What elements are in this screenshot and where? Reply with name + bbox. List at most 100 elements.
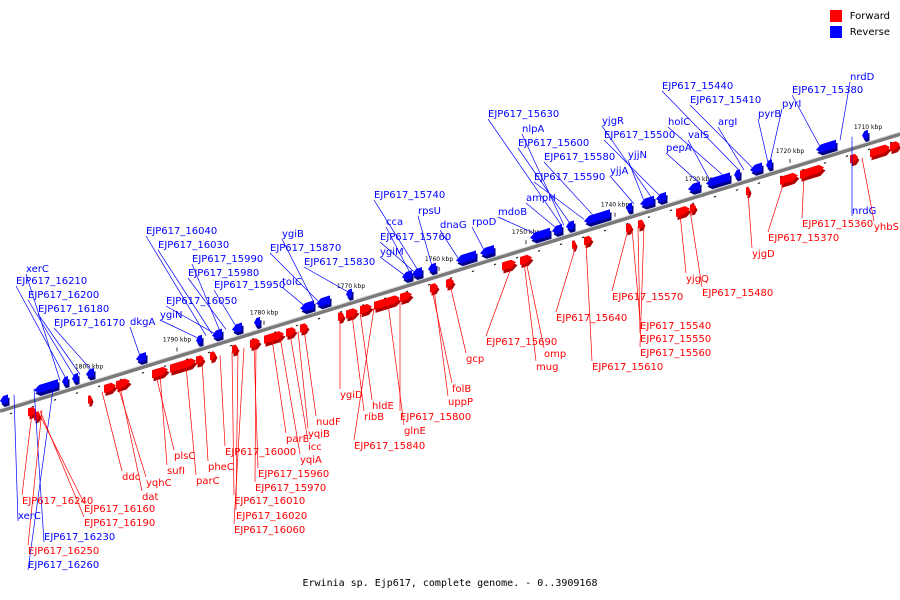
gene-label: pyrB xyxy=(758,109,781,120)
gene-arrow-reverse xyxy=(136,352,146,362)
gene-arrow-reverse xyxy=(62,376,68,386)
legend-label-forward: Forward xyxy=(849,10,890,22)
gene-label: tolC xyxy=(282,277,302,288)
gene-label: EJP617_15550 xyxy=(640,334,711,345)
gene-arrow-reverse xyxy=(402,270,412,281)
gene-label: yqiA xyxy=(300,455,322,466)
gene-arrow-reverse xyxy=(566,220,574,230)
genome-axis xyxy=(0,132,900,413)
gene-label: xerC xyxy=(26,264,49,275)
gene-label: ddc xyxy=(122,472,140,483)
label-leader-line xyxy=(637,226,641,334)
gene-label: EJP617_15840 xyxy=(354,441,425,452)
label-leader-line xyxy=(129,326,141,357)
label-leader-line xyxy=(533,181,585,220)
label-leader-line xyxy=(661,90,741,172)
gene-label: mug xyxy=(536,362,558,373)
gene-label: EJP617_15540 xyxy=(640,321,711,332)
gene-label: sufI xyxy=(167,466,185,477)
gene-arrow-reverse xyxy=(530,227,550,241)
label-leader-line xyxy=(303,266,349,293)
label-leader-line xyxy=(689,210,703,288)
gene-label: nrdD xyxy=(850,72,875,83)
gene-arrow-forward xyxy=(196,355,204,365)
gene-label: EJP617_15800 xyxy=(400,412,471,423)
legend-item-forward: Forward xyxy=(829,8,890,24)
axis-dash xyxy=(207,351,211,354)
gene-arrow-reverse xyxy=(584,209,610,224)
gene-label: EJP617_16260 xyxy=(28,560,99,571)
label-leader-line xyxy=(191,263,221,332)
gene-arrow-reverse xyxy=(316,295,330,307)
gene-label: xerC xyxy=(18,511,41,522)
gene-arrow-forward xyxy=(638,219,644,229)
label-leader-line xyxy=(165,305,215,334)
gene-label: pyrI xyxy=(782,99,801,110)
gene-label: plsC xyxy=(174,451,195,462)
tick-label: 1710 kbp xyxy=(854,124,882,131)
gene-label: EJP617_16020 xyxy=(236,511,307,522)
axis-dash xyxy=(757,182,761,185)
axis-dash xyxy=(515,256,519,259)
label-leader-line xyxy=(145,235,207,336)
gene-arrow-forward xyxy=(346,308,358,319)
gene-label: mdoB xyxy=(498,207,527,218)
gene-label: yqhC xyxy=(146,478,172,489)
label-leader-line xyxy=(13,394,19,522)
label-leader-line xyxy=(187,277,227,330)
gene-label: EJP617_15600 xyxy=(518,138,589,149)
gene-label: ygiN xyxy=(160,310,183,321)
gene-label: EJP617_15690 xyxy=(486,337,557,348)
legend-item-reverse: Reverse xyxy=(829,24,890,40)
tick-label: 1790 kbp xyxy=(163,337,191,344)
label-leader-line xyxy=(471,226,485,251)
gene-arrow-reverse xyxy=(552,224,562,234)
label-leader-line xyxy=(297,331,309,429)
label-leader-line xyxy=(769,108,783,163)
label-leader-line xyxy=(39,410,85,518)
label-leader-line xyxy=(201,360,209,462)
label-leader-line xyxy=(281,238,315,303)
axis-dash xyxy=(141,371,145,374)
gene-label: EJP617_15740 xyxy=(374,190,445,201)
gene-arrow-forward xyxy=(170,358,196,373)
axis-dash xyxy=(295,324,299,327)
gene-arrow-forward xyxy=(338,311,344,321)
gene-label: omp xyxy=(544,349,566,360)
label-leader-line xyxy=(417,215,433,267)
gene-label: yjjA xyxy=(610,166,628,177)
genome-axis-highlight xyxy=(0,131,900,410)
label-leader-line xyxy=(631,228,641,321)
tick-label: 1750 kbp xyxy=(512,229,540,236)
axis-dash xyxy=(493,263,497,266)
label-leader-line xyxy=(213,289,237,327)
label-leader-line xyxy=(359,312,373,401)
gene-arrow-reverse xyxy=(72,372,78,383)
gene-label: hldE xyxy=(372,401,394,412)
gene-label: EJP617_16170 xyxy=(54,318,125,329)
label-leader-line xyxy=(385,226,411,273)
gene-arrow-reverse xyxy=(428,262,436,273)
gene-arrow-reverse xyxy=(656,192,666,202)
gene-label: folB xyxy=(452,384,471,395)
label-leader-line xyxy=(271,339,287,434)
gene-arrow-forward xyxy=(446,278,454,288)
gene-arrow-reverse xyxy=(300,300,314,312)
tick-label: 1730 kbp xyxy=(685,176,713,183)
gene-arrow-reverse xyxy=(456,250,476,264)
label-leader-line xyxy=(117,386,147,478)
label-leader-line xyxy=(27,299,75,377)
gene-label: EJP617_15440 xyxy=(662,81,733,92)
label-leader-line xyxy=(351,314,365,412)
label-leader-line xyxy=(601,125,653,199)
gene-label: EJP617_15970 xyxy=(255,483,326,494)
gene-arrow-reverse xyxy=(766,159,772,169)
label-leader-line xyxy=(155,374,175,451)
axis-dash xyxy=(801,168,805,171)
gene-label: gcp xyxy=(466,354,484,365)
gene-arrow-forward xyxy=(626,223,632,233)
label-leader-line xyxy=(33,388,45,543)
label-leader-line xyxy=(254,344,257,483)
gene-label: EJP617_16050 xyxy=(166,296,237,307)
